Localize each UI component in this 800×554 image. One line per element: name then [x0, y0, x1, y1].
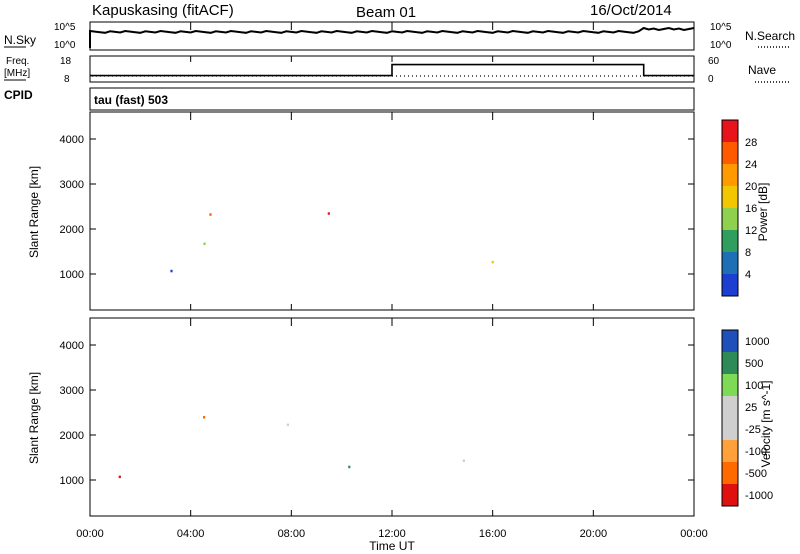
program-bar: [89, 87, 695, 111]
heatmap-cell: [348, 465, 351, 469]
colorbar-tick-label: -25: [745, 424, 761, 436]
date-title: 16/Oct/2014: [590, 2, 672, 19]
colorbar-tick-label: 4: [745, 269, 751, 281]
colorbar-segment: [722, 418, 738, 441]
time-tick-label: 04:00: [177, 528, 205, 540]
cpid-label: CPID: [4, 88, 33, 102]
power-colorbar: 28 24 20 16 12 8 4: [721, 119, 757, 297]
colorbar-segment: [722, 120, 738, 143]
range-tick-label: 1000: [60, 475, 84, 487]
time-tick-label: 20:00: [580, 528, 608, 540]
colorbar-segment: [722, 352, 738, 375]
range-tick-label: 1000: [60, 269, 84, 281]
beam-title: Beam 01: [356, 4, 416, 21]
colorbar-tick-label: -1000: [745, 490, 773, 502]
power-heatmap: [115, 212, 708, 273]
range-tick-label: 3000: [60, 179, 84, 191]
range-tick-labels: 1000 1000 2000 2000 3000 3000 4000 4000: [60, 134, 694, 487]
heatmap-cell: [491, 260, 494, 264]
colorbar-segment: [722, 274, 738, 297]
freq-series-line: [90, 63, 694, 77]
program-label: tau (fast) 503: [94, 93, 168, 107]
heatmap-cell: [203, 242, 206, 245]
colorbar-segment: [722, 230, 738, 253]
freq-label: Freq.: [6, 56, 29, 67]
time-axis-label: Time UT: [369, 539, 415, 553]
power-range-axis-label: Slant Range [km]: [27, 166, 41, 258]
time-tick-labels: 00:00 04:00 08:00 12:00 16:00 20:00 00:00: [76, 22, 708, 540]
colorbar-segment: [722, 462, 738, 485]
heatmap-cell: [170, 269, 173, 273]
range-tick-label: 2000: [60, 430, 84, 442]
velocity-colorbar: 1000 500 100 25 -25 -100 -500 -1000: [721, 329, 773, 507]
gate-gap-line: [115, 428, 708, 430]
station-title: Kapuskasing (fitACF): [92, 2, 234, 19]
time-tick-label: 00:00: [76, 528, 104, 540]
noise-tick-bottom: 10^0: [54, 40, 76, 51]
heatmap-cell: [118, 475, 121, 479]
velocity-heatmap: [115, 416, 708, 479]
colorbar-frame: [721, 119, 739, 297]
nsearch-label: N.Search: [745, 29, 795, 43]
colorbar-tick-label: 28: [745, 137, 757, 149]
range-tick-label: 4000: [60, 340, 84, 352]
colorbar-tick-label: 500: [745, 358, 763, 370]
colorbar-tick-label: 24: [745, 159, 757, 171]
colorbar-tick-label: 20: [745, 181, 757, 193]
heatmap-cell: [462, 459, 465, 462]
colorbar-segment: [722, 208, 738, 231]
gate-gap-line: [115, 471, 708, 473]
heatmap-cell: [286, 423, 289, 427]
noise-tick-top: 10^5: [54, 22, 76, 33]
colorbar-tick-label: -500: [745, 468, 767, 480]
heatmap-cell: [327, 212, 330, 215]
colorbar-segment: [722, 484, 738, 507]
colorbar-segment: [722, 142, 738, 165]
gate-gap-line: [115, 222, 708, 224]
heatmap-cell: [203, 416, 206, 419]
freq-tick-top: 18: [60, 56, 72, 67]
freq-unit-label: [MHz]: [4, 68, 30, 79]
noise-right-tick-bottom: 10^0: [710, 40, 732, 51]
gate-gap-line: [115, 265, 708, 267]
gate-gap-line: [115, 249, 708, 251]
colorbar-segment: [722, 396, 738, 419]
freq-tick-bottom: 8: [64, 74, 70, 85]
heatmap-cell: [209, 213, 212, 216]
colorbar-segment: [722, 186, 738, 209]
time-tick-label: 16:00: [479, 528, 507, 540]
colorbar-tick-label: 12: [745, 225, 757, 237]
time-tick-label: 12:00: [378, 528, 406, 540]
colorbar-segment: [722, 330, 738, 353]
nsky-series-line: [89, 26, 695, 48]
colorbar-segment: [722, 374, 738, 397]
colorbar-tick-label: 8: [745, 247, 751, 259]
velocity-panel-bg: [90, 318, 694, 516]
colorbar-tick-label: 25: [745, 402, 757, 414]
range-tick-label: 2000: [60, 224, 84, 236]
range-tick-label: 4000: [60, 134, 84, 146]
time-tick-label: 00:00: [680, 528, 708, 540]
nsky-label: N.Sky: [4, 33, 36, 47]
power-panel-bg: [90, 112, 694, 310]
nave-tick-bottom: 0: [708, 74, 714, 85]
gate-gap-line: [115, 455, 708, 457]
nave-label: Nave: [748, 63, 776, 77]
colorbar-tick-label: 1000: [745, 336, 769, 348]
nave-tick-top: 60: [708, 56, 720, 67]
range-tick-label: 3000: [60, 385, 84, 397]
colorbar-frame: [721, 329, 739, 507]
colorbar-segment: [722, 440, 738, 463]
power-scale-label: Power [dB]: [756, 183, 770, 242]
colorbar-tick-label: 16: [745, 203, 757, 215]
velocity-range-axis-label: Slant Range [km]: [27, 372, 41, 464]
colorbar-segment: [722, 164, 738, 187]
velocity-scale-label: Velocity [m s^-1]: [759, 381, 773, 468]
colorbar-tick-label: -100: [745, 446, 767, 458]
colorbar-tick-label: 100: [745, 380, 763, 392]
noise-right-tick-top: 10^5: [710, 22, 732, 33]
time-tick-label: 08:00: [278, 528, 306, 540]
colorbar-segment: [722, 252, 738, 275]
